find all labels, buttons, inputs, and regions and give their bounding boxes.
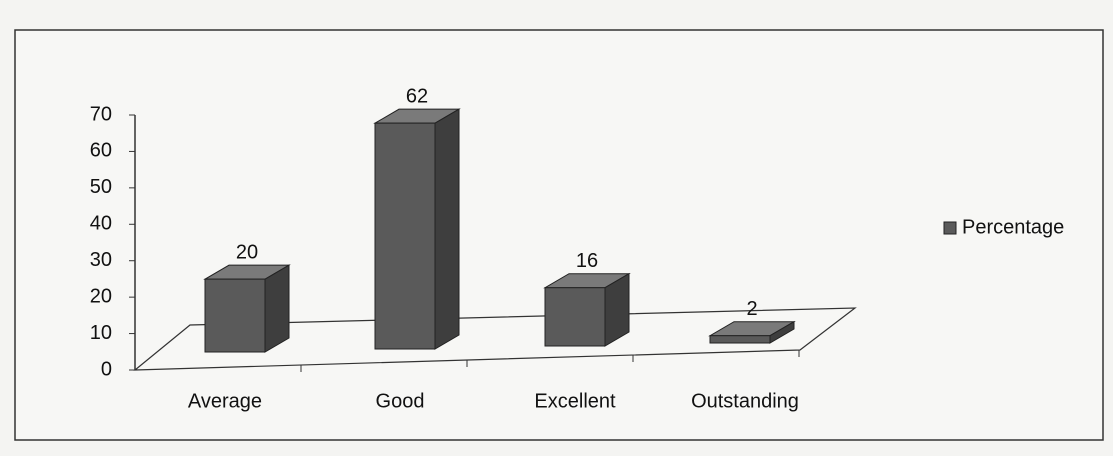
y-tick-label: 0 — [101, 358, 112, 380]
chart-frame — [14, 29, 1104, 441]
bar — [374, 122, 436, 350]
data-label: 20 — [236, 241, 258, 263]
y-tick-label: 60 — [90, 140, 112, 162]
y-tick-label: 50 — [90, 176, 112, 198]
bar — [204, 278, 266, 353]
floor — [133, 307, 857, 371]
legend-label: Percentage — [962, 216, 1064, 238]
y-tick-label: 40 — [90, 213, 112, 235]
y-tick-label: 10 — [90, 322, 112, 344]
x-tick-label: Good — [376, 390, 425, 412]
y-tick-label: 20 — [90, 285, 112, 307]
x-tick-label: Excellent — [534, 390, 616, 412]
bar-side — [264, 264, 290, 353]
bar-side — [434, 108, 460, 350]
y-tick-label: 30 — [90, 249, 112, 271]
x-tick-label: Average — [188, 390, 262, 412]
data-label: 2 — [746, 298, 757, 320]
bar — [709, 335, 771, 344]
bar — [544, 287, 606, 347]
legend-swatch — [943, 221, 957, 235]
x-tick-label: Outstanding — [691, 390, 799, 412]
data-label: 62 — [406, 85, 428, 107]
y-tick-label: 70 — [90, 103, 112, 125]
data-label: 16 — [576, 250, 598, 272]
